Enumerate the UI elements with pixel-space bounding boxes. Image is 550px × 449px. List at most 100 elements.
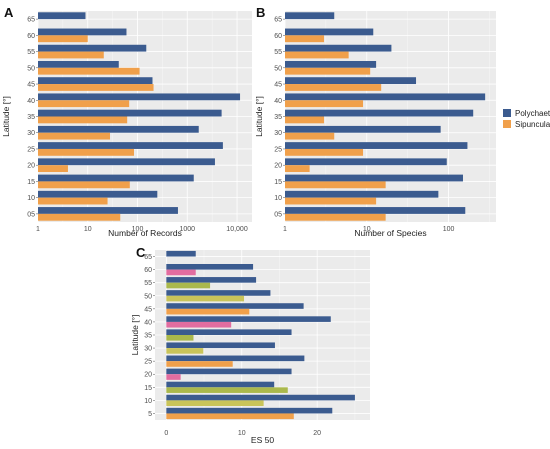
bar-polychaeta-40 [166, 316, 331, 322]
x-tick-label: 1 [283, 226, 287, 233]
y-tick-label: 35 [274, 114, 282, 121]
y-axis-title: Latitude [°] [130, 315, 140, 356]
bar-polychaeta-50 [285, 60, 377, 68]
y-tick-label: 15 [144, 385, 152, 392]
bar-polychaeta-25 [38, 142, 223, 149]
bar-polychaeta-20 [166, 368, 292, 375]
bar-sipuncula-60 [166, 269, 196, 276]
y-tick-label: 5 [148, 411, 152, 418]
y-tick-label: 60 [144, 267, 152, 274]
bar-sipuncula-20 [285, 165, 310, 173]
bar-polychaeta-20 [285, 158, 447, 166]
bar-polychaeta-35 [38, 109, 222, 117]
y-tick-label: 25 [274, 146, 282, 153]
panel-letter-b: B [256, 5, 265, 20]
y-tick-label: 35 [144, 333, 152, 340]
chart-panel-a: 1 10 100 1000 10,000 05 10 15 20 25 30 35 40 45 50 55 60… [1, 11, 252, 238]
y-tick-label: 45 [27, 82, 35, 89]
bar-polychaeta-55 [166, 277, 257, 283]
x-tick-label: 0 [164, 430, 168, 437]
bar-sipuncula-05 [38, 213, 121, 221]
y-axis-title: Latitude [°] [254, 96, 264, 137]
bar-sipuncula-55 [38, 51, 104, 59]
bar-sipuncula-55 [166, 282, 211, 289]
bar-sipuncula-5 [166, 413, 294, 420]
bar-sipuncula-25 [166, 361, 233, 367]
bar-polychaeta-20 [38, 158, 215, 166]
y-tick-label: 05 [27, 211, 35, 218]
y-tick-label: 10 [27, 195, 35, 202]
legend-label-polychaeta: Polychaeta [515, 109, 550, 118]
y-tick-label: 15 [27, 179, 35, 186]
x-axis-title: ES 50 [251, 435, 274, 445]
bar-polychaeta-15 [38, 174, 194, 182]
bar-sipuncula-35 [38, 116, 128, 124]
y-tick-label: 50 [274, 65, 282, 72]
bar-sipuncula-30 [166, 348, 204, 354]
bar-sipuncula-45 [38, 84, 154, 91]
x-tick-label: 1000 [179, 226, 195, 233]
chart-panel-b: 1 10 100 05 10 15 20 25 30 35 40 45 50 55 60 65 Number o… [254, 11, 496, 238]
bar-polychaeta-30 [285, 125, 441, 133]
bar-sipuncula-10 [166, 400, 264, 407]
legend-swatch-polychaeta [503, 109, 511, 117]
bar-polychaeta-40 [38, 93, 241, 101]
y-tick-label: 20 [144, 372, 152, 379]
y-tick-label: 20 [274, 163, 282, 170]
bar-sipuncula-55 [285, 51, 349, 59]
y-tick-label: 65 [27, 17, 35, 24]
legend-label-sipuncula: Sipuncula [515, 120, 550, 129]
bar-sipuncula-45 [285, 84, 382, 91]
panel-letter-c: C [136, 245, 146, 260]
bar-polychaeta-50 [166, 290, 271, 296]
y-tick-label: 25 [27, 146, 35, 153]
bar-sipuncula-60 [285, 35, 325, 43]
legend-swatch-sipuncula [503, 120, 511, 128]
bar-sipuncula-20 [38, 165, 68, 173]
y-tick-label: 05 [274, 211, 282, 218]
y-tick-label: 65 [144, 254, 152, 261]
bar-sipuncula-10 [38, 197, 108, 205]
bar-sipuncula-30 [285, 132, 335, 140]
bar-sipuncula-35 [285, 116, 325, 124]
x-tick-label: 10 [363, 226, 371, 233]
bar-polychaeta-30 [166, 342, 275, 349]
bar-polychaeta-25 [285, 142, 468, 149]
x-axis-title: Number of Records [108, 228, 182, 238]
y-tick-label: 55 [144, 280, 152, 287]
y-tick-label: 15 [274, 179, 282, 186]
bar-polychaeta-55 [38, 44, 147, 52]
bar-polychaeta-65 [285, 12, 335, 20]
y-tick-label: 40 [274, 98, 282, 105]
bar-sipuncula-50 [38, 67, 140, 75]
bar-sipuncula-15 [166, 387, 288, 393]
bar-polychaeta-65 [38, 12, 86, 20]
bar-polychaeta-15 [166, 381, 275, 388]
bar-sipuncula-50 [166, 295, 245, 302]
bar-sipuncula-30 [38, 132, 111, 140]
bar-polychaeta-10 [38, 190, 158, 198]
x-tick-label: 10 [238, 430, 246, 437]
bar-polychaeta-45 [166, 303, 304, 309]
bar-polychaeta-5 [166, 407, 333, 414]
bar-sipuncula-40 [38, 100, 130, 108]
y-tick-label: 55 [274, 49, 282, 56]
bar-polychaeta-65 [166, 250, 196, 257]
bar-sipuncula-35 [166, 335, 194, 341]
x-tick-label: 20 [313, 430, 321, 437]
bar-polychaeta-45 [38, 77, 153, 85]
bar-polychaeta-45 [285, 77, 417, 85]
bar-sipuncula-25 [285, 148, 364, 156]
y-tick-label: 20 [27, 163, 35, 170]
bar-polychaeta-40 [285, 93, 486, 101]
bar-sipuncula-60 [38, 35, 88, 43]
bar-polychaeta-60 [166, 263, 254, 270]
y-tick-label: 50 [27, 65, 35, 72]
bar-polychaeta-10 [166, 394, 355, 401]
y-tick-label: 50 [144, 293, 152, 300]
y-tick-label: 45 [144, 306, 152, 313]
y-tick-label: 55 [27, 49, 35, 56]
bar-polychaeta-25 [166, 355, 305, 362]
bar-sipuncula-20 [166, 374, 181, 380]
